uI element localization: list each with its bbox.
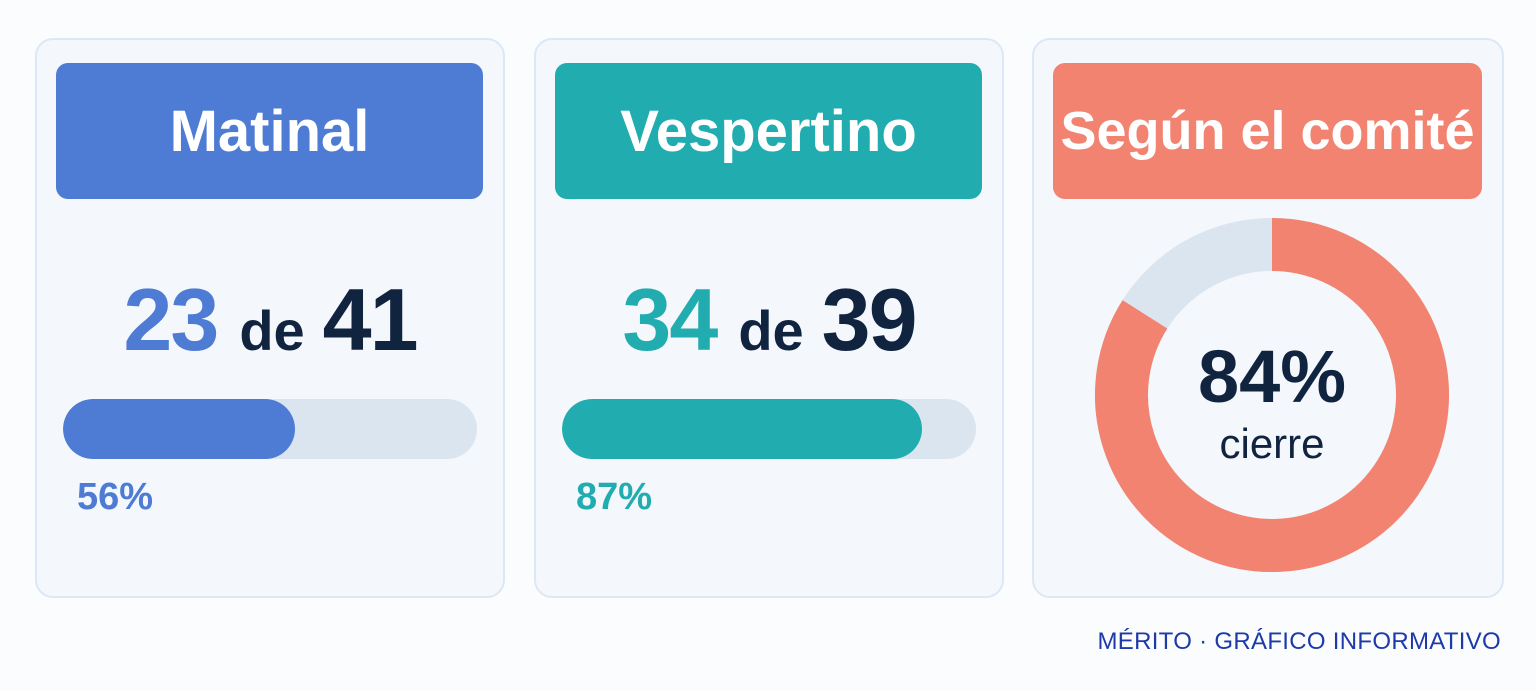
card-vespertino: Vespertino 34 de 39 87% xyxy=(534,38,1004,598)
count-line: 23 de 41 xyxy=(37,275,503,391)
card-title: Según el comité xyxy=(1053,63,1482,199)
donut-value: 84% xyxy=(1198,335,1346,418)
progress-track xyxy=(562,399,976,459)
card-title: Vespertino xyxy=(555,63,982,199)
card-comite: Según el comité 84% cierre xyxy=(1032,38,1504,598)
count-line: 34 de 39 xyxy=(536,275,1002,391)
donut-caption: cierre xyxy=(1219,420,1324,467)
donut-chart: 84% cierre xyxy=(1095,218,1449,572)
progress-fill xyxy=(562,399,923,459)
progress-track xyxy=(63,399,477,459)
progress-fill xyxy=(63,399,295,459)
count-of-label: de xyxy=(738,299,804,362)
footer-caption: MÉRITO · GRÁFICO INFORMATIVO xyxy=(1097,628,1501,655)
count-total: 39 xyxy=(821,270,918,369)
card-matinal: Matinal 23 de 41 56% xyxy=(35,38,505,598)
count-value: 23 xyxy=(123,270,219,369)
percent-label: 56% xyxy=(77,476,154,518)
count-value: 34 xyxy=(622,270,718,369)
card-title: Matinal xyxy=(56,63,483,199)
percent-label: 87% xyxy=(576,476,653,518)
donut-arc xyxy=(1095,218,1449,572)
count-of-label: de xyxy=(239,299,305,362)
count-total: 41 xyxy=(322,270,419,369)
